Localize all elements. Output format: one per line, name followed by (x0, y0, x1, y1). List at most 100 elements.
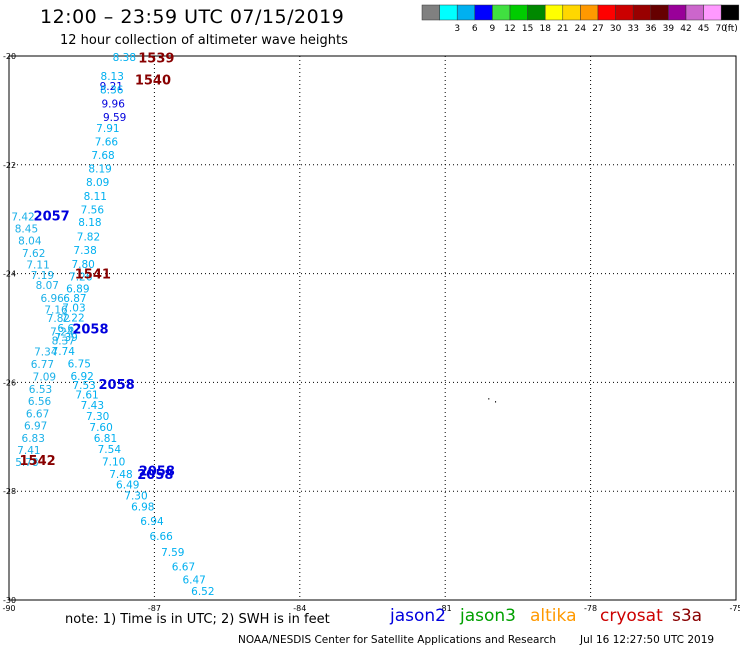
y-tick-label: -22 (3, 161, 16, 170)
wave-height-label: 6.67 (26, 408, 49, 420)
data-points: 9.21 9.96 9.59 8.38 8.13 8.36 7.917.66 7.68 8.19… (11, 52, 497, 598)
wave-height-label: 7.56 (81, 204, 105, 216)
legend-label: 27 (592, 24, 603, 34)
page-subtitle: 12 hour collection of altimeter wave hei… (60, 33, 348, 48)
legend-label: 36 (645, 24, 657, 34)
y-tick-label: -30 (3, 596, 16, 605)
wave-height-label: 7.16 (44, 305, 68, 317)
axes: -90 -87 -84 -81 -78 -75 -20 -22 -24 -26 -28 -30 (2, 52, 740, 613)
wave-height-label: 7.42 (11, 211, 34, 223)
wave-height-label: 7.24 (50, 326, 74, 338)
pass-time-label: 2058 (139, 465, 175, 480)
legend: 3 6 9 12 15 18 21 24 27 30 33 36 39 42 45 70(ft) (421, 4, 740, 34)
wave-height-label: 8.37 (52, 336, 75, 348)
wave-height-label: 7.30 (124, 491, 147, 503)
wave-height-label: 7.68 (91, 150, 114, 162)
page-title: 12:00 – 23:59 UTC 07/15/2019 (40, 6, 345, 28)
wave-height-label: 7.11 (26, 259, 49, 271)
legend-swatch (562, 4, 581, 21)
legend-label: 45 (698, 24, 709, 34)
legend-swatch (439, 4, 458, 21)
legend-swatch (650, 4, 669, 21)
wave-height-label: 6.49 (116, 480, 139, 492)
y-tick-label: -24 (3, 270, 16, 279)
x-tick-label: -81 (439, 604, 452, 613)
legend-label: 6 (472, 24, 478, 34)
legend-swatch (668, 4, 687, 21)
legend-swatch (580, 4, 599, 21)
wave-height-label: 6.75 (68, 358, 91, 370)
wave-height-label: 9.21 (100, 81, 123, 93)
wave-height-label: 7.60 (89, 422, 112, 434)
wave-height-label: 7.39 (54, 332, 77, 344)
legend-label: 70 (715, 24, 727, 34)
wave-height-label: 7.59 (161, 547, 184, 559)
legend-label: 9 (490, 24, 496, 34)
wave-height-label: 8.18 (78, 217, 101, 229)
wave-height-label: 6.56 (28, 396, 52, 408)
wave-height-label: 6.94 (140, 516, 164, 528)
legend-swatch (632, 4, 652, 21)
wave-height-label: · (494, 396, 497, 408)
wave-height-label: 7.26 (69, 271, 93, 283)
legend-swatch (703, 4, 722, 21)
wave-height-label: 8.45 (15, 223, 38, 235)
satellite-jason3: jason3 (460, 606, 516, 626)
y-tick-label: -26 (3, 378, 16, 387)
wave-height-label: 6.81 (94, 433, 117, 445)
wave-height-label: 6.92 (70, 371, 93, 383)
wave-height-label: 7.48 (109, 469, 132, 481)
x-tick-label: -75 (729, 604, 740, 613)
legend-swatch (456, 4, 476, 21)
footer-credit: NOAA/NESDIS Center for Satellite Applica… (238, 634, 556, 646)
grid (9, 56, 736, 600)
satellite-altika: altika (530, 606, 577, 626)
legend-label: 18 (539, 24, 551, 34)
wave-height-label: 7.91 (96, 123, 119, 135)
legend-label: 3 (454, 24, 460, 34)
legend-label: 21 (557, 24, 568, 34)
legend-swatch (492, 4, 511, 21)
wave-height-label: 6.96 (40, 293, 64, 305)
legend-label: 42 (680, 24, 691, 34)
wave-height-label: 7.66 (95, 136, 119, 148)
legend-label: 33 (627, 24, 638, 34)
wave-height-label: 8.36 (100, 85, 124, 97)
wave-height-label: 6.47 (182, 574, 205, 586)
wave-height-label: 7.82 (47, 313, 70, 325)
wave-height-label: 8.09 (86, 177, 109, 189)
wave-height-label: 8.38 (113, 52, 136, 64)
wave-height-label: 7.82 (77, 232, 100, 244)
legend-swatch (720, 4, 740, 21)
satellite-cryosat: cryosat (600, 606, 663, 626)
wave-height-label: 7.62 (22, 248, 45, 260)
wave-height-label: 8.19 (88, 164, 111, 176)
wave-height-label: 6.89 (66, 283, 89, 295)
pass-time-label: 2058 (137, 468, 173, 483)
pass-time-label: 1539 (138, 52, 174, 67)
wave-height-label: 7.38 (73, 245, 96, 257)
legend-swatch (421, 4, 440, 21)
x-tick-label: -78 (584, 604, 597, 613)
footer-timestamp: Jul 16 12:27:50 UTC 2019 (580, 634, 715, 646)
footer-note: note: 1) Time is in UTC; 2) SWH is in fe… (65, 612, 330, 627)
x-tick-label: -90 (2, 604, 15, 613)
wave-height-label: 7.43 (81, 400, 104, 412)
wave-height-label: 7.53 (72, 380, 95, 392)
wave-height-label: 6.77 (31, 359, 54, 371)
wave-height-label: 8.04 (18, 235, 42, 247)
legend-swatch (685, 4, 704, 21)
wave-height-label: 6.66 (149, 531, 173, 543)
wave-height-label: 5.78 (15, 457, 38, 469)
wave-height-label: 7.19 (31, 270, 54, 282)
wave-height-label: 7.74 (52, 346, 76, 358)
pass-time-label: 2057 (34, 209, 70, 224)
wave-height-label: 7.10 (102, 456, 125, 468)
wave-height-label: 9.59 (103, 112, 126, 124)
wave-height-label: 6.67 (172, 561, 195, 573)
legend-swatch (597, 4, 616, 21)
legend-label: 39 (663, 24, 675, 34)
wave-height-label: 6.52 (191, 586, 214, 598)
legend-label: 30 (610, 24, 622, 34)
pass-time-label: 1540 (135, 73, 171, 88)
